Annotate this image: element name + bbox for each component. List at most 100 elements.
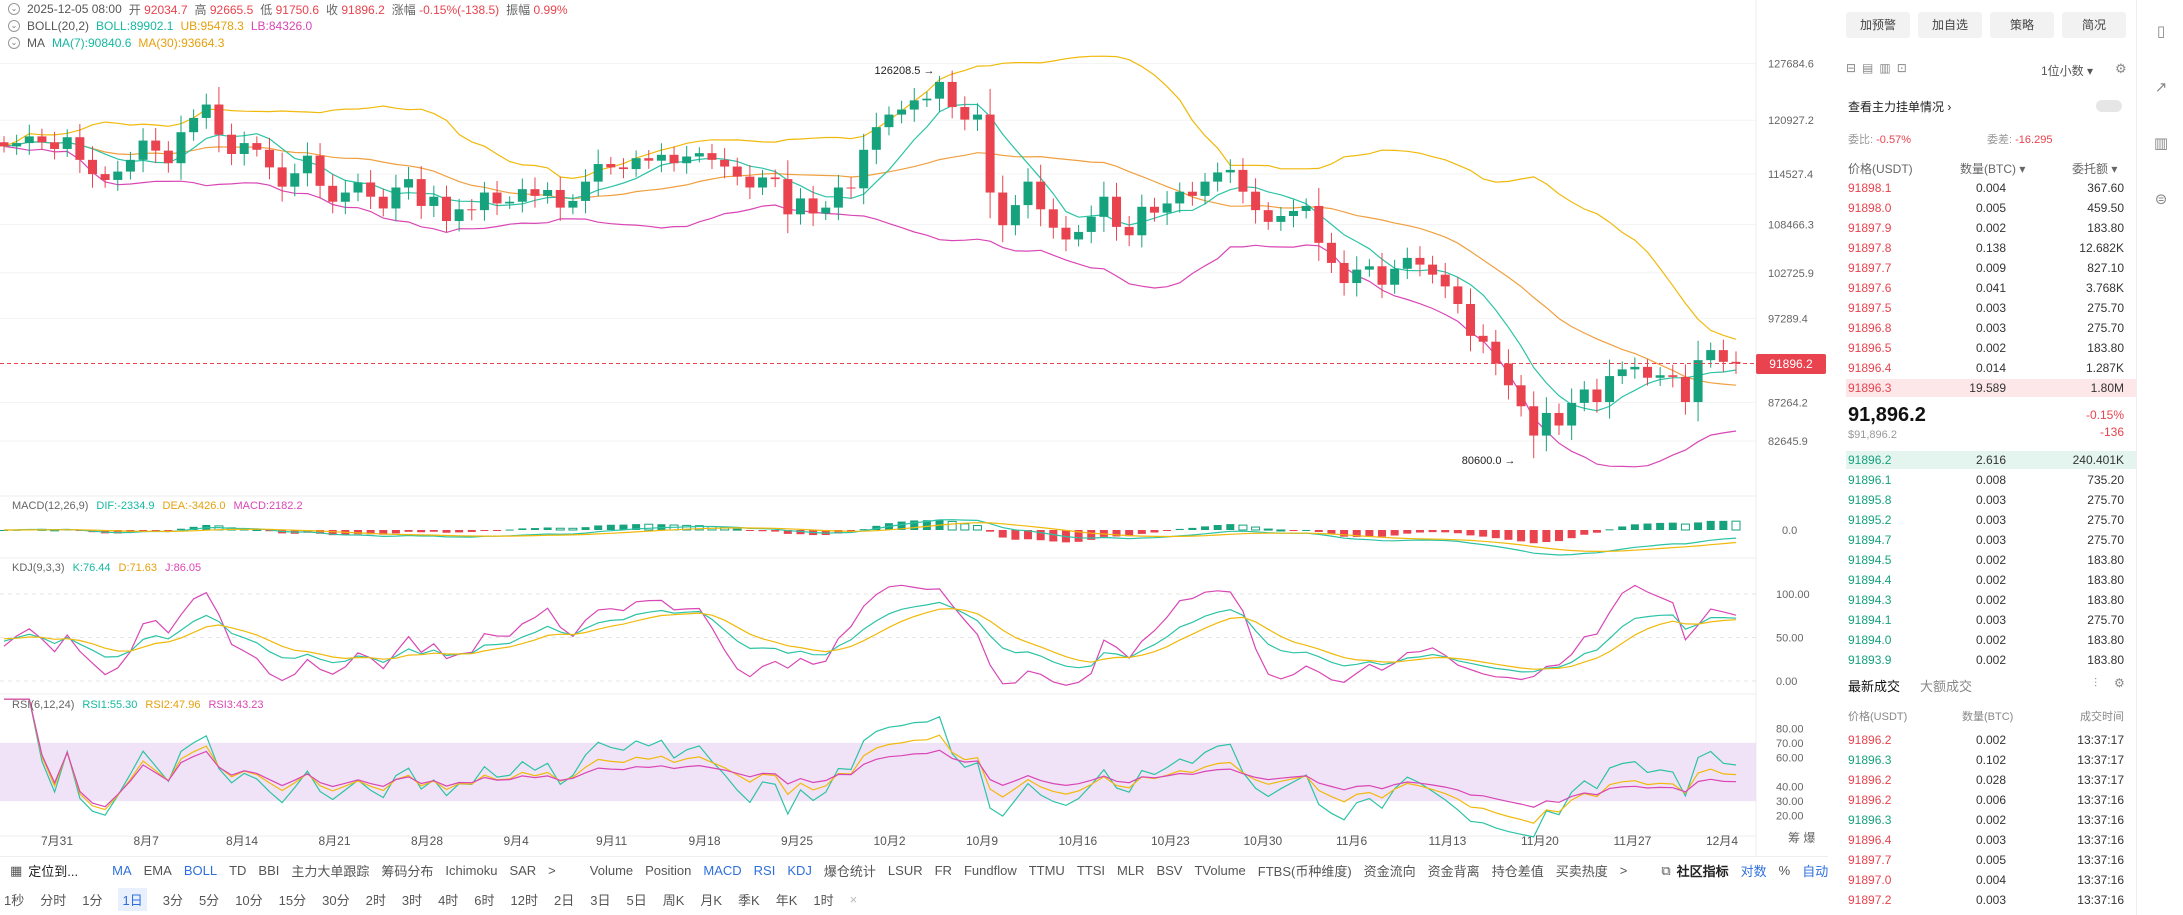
- toolbar-fr[interactable]: FR: [934, 863, 952, 878]
- candlestick-chart[interactable]: 127684.6 120927.2 114527.4 108466.3 102725.9…: [0, 0, 1828, 856]
- locate-button[interactable]: 定位到...: [28, 864, 79, 879]
- interval-15[interactable]: 3日: [590, 893, 611, 908]
- kdj-name[interactable]: KDJ(9,3,3): [12, 562, 65, 574]
- toolbar-ttmu[interactable]: TTMU: [1028, 863, 1065, 878]
- chart-area[interactable]: ⌄ 2025-12-05 08:00 开 92034.7 高 92665.5 低…: [0, 0, 1828, 915]
- interval-19[interactable]: 季K: [738, 893, 760, 908]
- interval-17[interactable]: 周K: [662, 893, 685, 908]
- coin-icon[interactable]: ⊜: [2154, 191, 2168, 208]
- strategy-button[interactable]: 策略: [1990, 12, 2054, 38]
- bid-row[interactable]: 91894.1 0.003 275.70: [1834, 610, 2136, 630]
- toolbar-kdj[interactable]: KDJ: [787, 863, 812, 878]
- bar-chart-icon[interactable]: ▥: [2153, 135, 2169, 152]
- ask-row[interactable]: 91897.9 0.002 183.80: [1834, 218, 2136, 238]
- toolbar-sar[interactable]: SAR: [509, 863, 537, 878]
- overview-button[interactable]: 简况: [2062, 12, 2126, 38]
- boll-name[interactable]: BOLL(20,2): [27, 19, 90, 33]
- xaxis-right-label[interactable]: 筹 爆: [1788, 831, 1816, 845]
- interval-12[interactable]: 6时: [474, 893, 495, 908]
- toolbar-volume[interactable]: Volume: [589, 863, 634, 878]
- toolbar-ema[interactable]: EMA: [143, 863, 172, 878]
- ask-row[interactable]: 91897.8 0.138 12.682K: [1834, 238, 2136, 258]
- ask-row[interactable]: 91896.4 0.014 1.287K: [1834, 358, 2136, 378]
- interval-18[interactable]: 月K: [700, 893, 723, 908]
- toolbar-bsv[interactable]: BSV: [1156, 863, 1183, 878]
- interval-9[interactable]: 2时: [365, 893, 386, 908]
- alert-button[interactable]: 加预警: [1846, 12, 1910, 38]
- pct-toggle[interactable]: %: [1778, 863, 1791, 878]
- toolbar-tvolume[interactable]: TVolume: [1194, 863, 1246, 878]
- bid-row[interactable]: 91896.1 0.008 735.20: [1834, 470, 2136, 490]
- toolbar-oi-diff[interactable]: 持仓差值: [1491, 864, 1544, 879]
- watchlist-button[interactable]: 加自选: [1918, 12, 1982, 38]
- toolbar-mlr[interactable]: MLR: [1116, 863, 1145, 878]
- toolbar-heat[interactable]: 买卖热度: [1555, 864, 1608, 879]
- toolbar-fundflow-cn[interactable]: 资金流向: [1363, 864, 1416, 879]
- interval-4[interactable]: 3分: [162, 893, 183, 908]
- community-icon[interactable]: ⧉: [1661, 862, 1671, 878]
- community-indicators[interactable]: 社区指标: [1676, 864, 1729, 879]
- main-order-link[interactable]: 查看主力挂单情况 ›: [1848, 100, 1952, 114]
- interval-2[interactable]: 1分: [82, 893, 103, 908]
- interval-5[interactable]: 5分: [198, 893, 220, 908]
- toolbar-more[interactable]: >: [548, 863, 556, 878]
- col-qty[interactable]: 数量(BTC) ▾: [1960, 162, 2026, 176]
- toolbar-ttsi[interactable]: TTSI: [1076, 863, 1105, 878]
- ask-row[interactable]: 91898.1 0.004 367.60: [1834, 178, 2136, 198]
- collapse-icon[interactable]: ⌄: [8, 3, 20, 15]
- ask-row[interactable]: 91898.0 0.005 459.50: [1834, 198, 2136, 218]
- rsi-name[interactable]: RSI(6,12,24): [12, 699, 75, 711]
- ma-name[interactable]: MA: [27, 36, 45, 50]
- toolbar-ftbs[interactable]: FTBS(币种维度): [1257, 864, 1352, 879]
- bid-row[interactable]: 91894.0 0.002 183.80: [1834, 630, 2136, 650]
- toolbar-liq[interactable]: 爆仓统计: [823, 864, 876, 879]
- ask-row[interactable]: 91896.8 0.003 275.70: [1834, 318, 2136, 338]
- document-icon[interactable]: ▯: [2156, 23, 2166, 40]
- interval-10[interactable]: 3时: [401, 893, 423, 908]
- tab-large-trades[interactable]: 大额成交: [1920, 679, 1973, 694]
- interval-7[interactable]: 15分: [278, 893, 307, 908]
- auto-toggle[interactable]: 自动: [1802, 864, 1829, 879]
- toolbar-fundflow[interactable]: Fundflow: [963, 863, 1017, 878]
- bid-row[interactable]: 91896.2 2.616 240.401K: [1834, 450, 2136, 470]
- toolbar-lsur[interactable]: LSUR: [887, 863, 923, 878]
- bid-row[interactable]: 91894.3 0.002 183.80: [1834, 590, 2136, 610]
- toolbar-boll[interactable]: BOLL: [183, 863, 218, 878]
- settings-icon[interactable]: ⚙: [2114, 676, 2125, 690]
- bid-row[interactable]: 91895.2 0.003 275.70: [1834, 510, 2136, 530]
- toolbar-ichimoku[interactable]: Ichimoku: [445, 863, 498, 878]
- main-order-toggle[interactable]: [2096, 100, 2122, 112]
- bid-row[interactable]: 91893.9 0.002 183.80: [1834, 650, 2136, 670]
- ask-row[interactable]: 91896.5 0.002 183.80: [1834, 338, 2136, 358]
- toolbar-chip[interactable]: 筹码分布: [381, 864, 434, 879]
- interval-14[interactable]: 2日: [554, 893, 575, 908]
- toolbar-bbi[interactable]: BBI: [258, 863, 280, 878]
- log-toggle[interactable]: 对数: [1740, 864, 1767, 879]
- interval-8[interactable]: 30分: [322, 893, 350, 908]
- macd-name[interactable]: MACD(12,26,9): [12, 500, 89, 512]
- collapse-icon[interactable]: ⌄: [8, 37, 20, 49]
- interval-6[interactable]: 10分: [235, 893, 263, 908]
- trend-icon[interactable]: ↗: [2154, 79, 2168, 96]
- toolbar-ma[interactable]: MA: [112, 863, 132, 878]
- toolbar-macd[interactable]: MACD: [703, 863, 742, 878]
- ask-row[interactable]: 91897.6 0.041 3.768K: [1834, 278, 2136, 298]
- depth-mode-icons[interactable]: ⊟▤▥⊡: [1846, 61, 1913, 75]
- toolbar-bigorder[interactable]: 主力大单跟踪: [291, 864, 370, 879]
- interval-0[interactable]: 1秒: [4, 893, 25, 908]
- interval-1[interactable]: 分时: [40, 893, 67, 908]
- col-total[interactable]: 委托额 ▾: [2072, 162, 2118, 176]
- interval-16[interactable]: 5日: [626, 893, 647, 908]
- toolbar-td[interactable]: TD: [229, 863, 247, 878]
- precision-select[interactable]: 1位小数 ▾: [2041, 64, 2094, 78]
- interval-11[interactable]: 4时: [438, 893, 459, 908]
- toolbar-position[interactable]: Position: [645, 863, 692, 878]
- close-icon[interactable]: ×: [849, 892, 858, 907]
- ask-row[interactable]: 91896.3 19.589 1.80M: [1834, 378, 2136, 398]
- calendar-icon[interactable]: ▦: [10, 862, 23, 878]
- interval-21[interactable]: 1时: [813, 893, 834, 908]
- settings-icon[interactable]: ⚙: [2115, 61, 2127, 76]
- toolbar-more2[interactable]: >: [1619, 863, 1628, 878]
- interval-13[interactable]: 12时: [510, 893, 538, 908]
- toolbar-rsi[interactable]: RSI: [753, 863, 776, 878]
